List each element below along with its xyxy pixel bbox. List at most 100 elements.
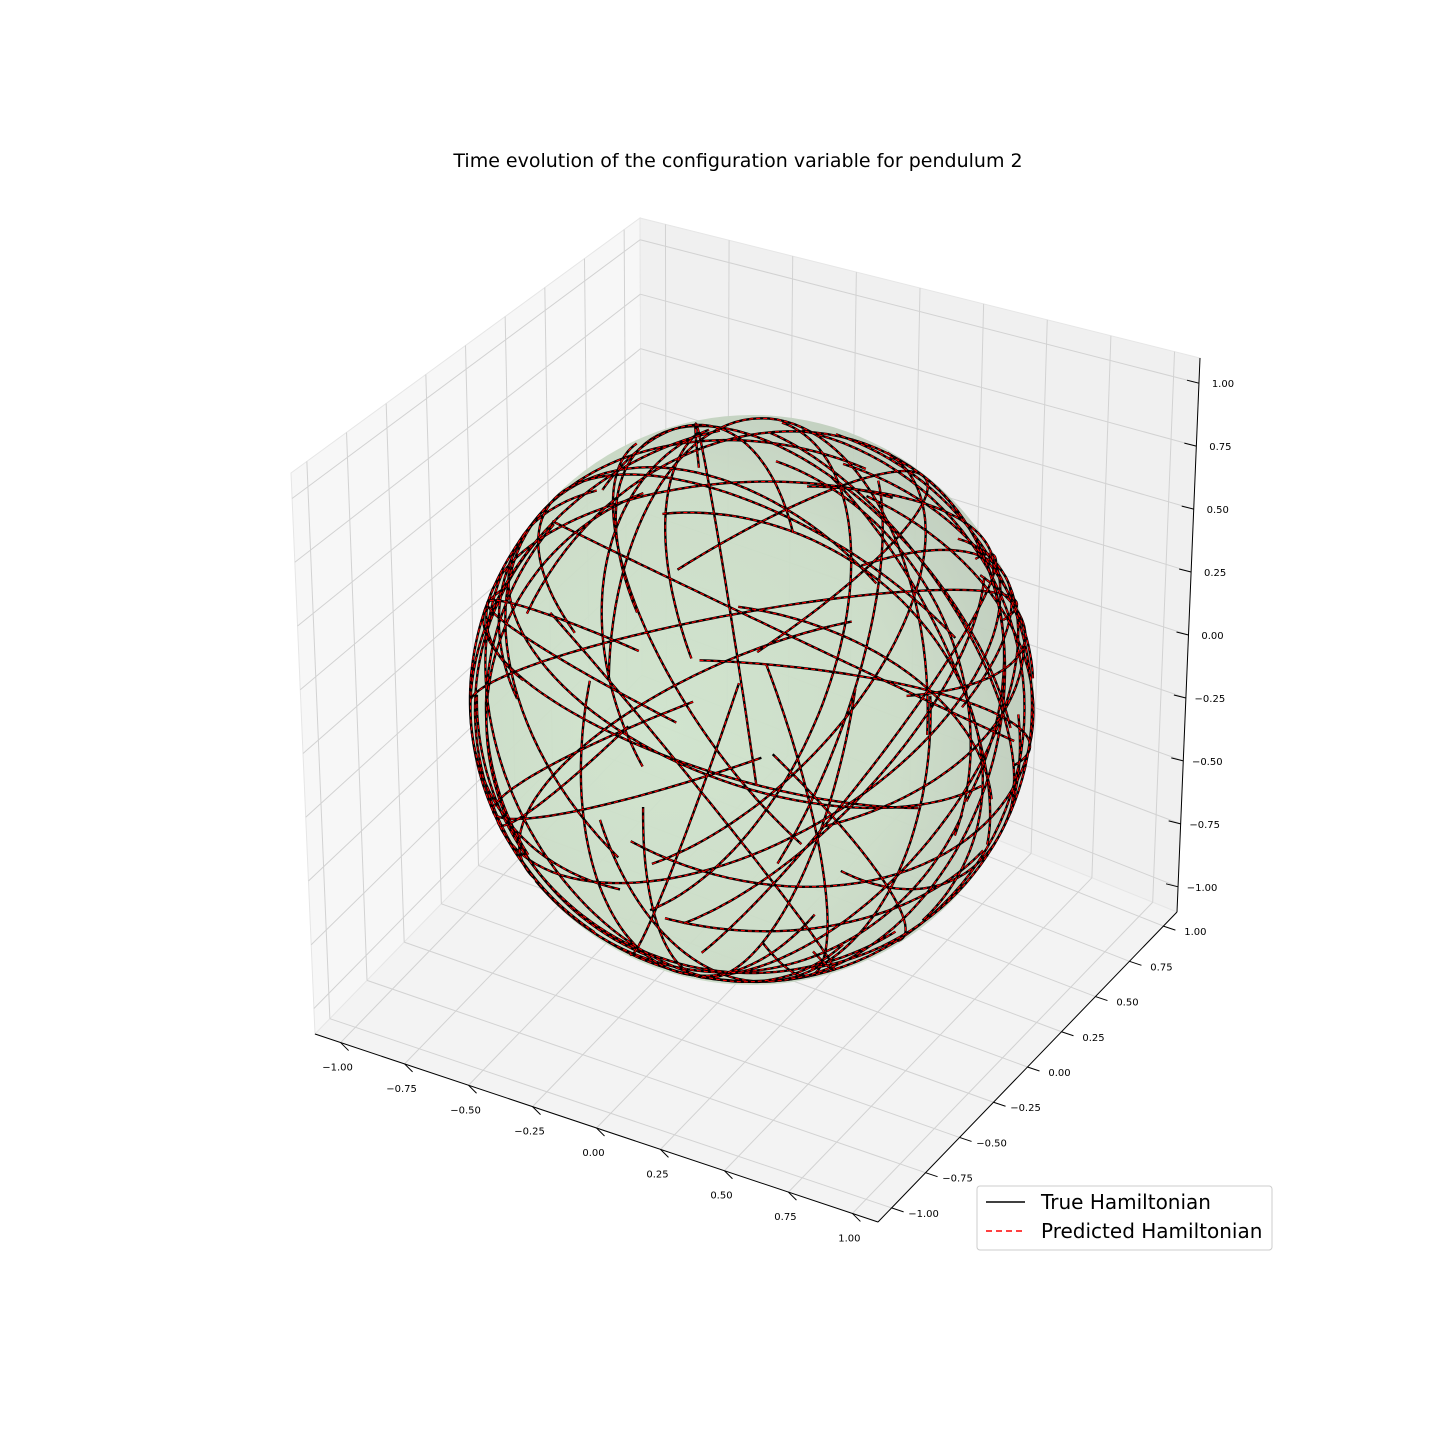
z-tick-label: −0.25 xyxy=(1195,694,1226,705)
y-tick-label: −1.00 xyxy=(908,1209,939,1220)
trajectory-predicted xyxy=(806,485,995,574)
x-tick-label: 0.50 xyxy=(710,1191,732,1202)
trajectory-predicted xyxy=(601,429,710,767)
x-tick-label: −1.00 xyxy=(322,1063,353,1074)
x-tick-label: 1.00 xyxy=(838,1233,860,1244)
grid-x-back xyxy=(1091,335,1112,878)
y-tick-mark xyxy=(891,1207,904,1213)
grid-z-left xyxy=(297,348,641,627)
x-tick-label: 0.75 xyxy=(774,1212,796,1223)
y-tick-label: −0.50 xyxy=(976,1138,1007,1149)
z-tick-mark xyxy=(1165,883,1179,888)
x-tick-label: 0.00 xyxy=(582,1148,604,1159)
y-tick-label: 0.75 xyxy=(1150,962,1172,973)
trajectory-predicted xyxy=(629,682,740,956)
trajectory-predicted xyxy=(810,433,1033,969)
trajectory-predicted xyxy=(486,599,677,724)
trajectory-predicted xyxy=(662,512,984,921)
z-tick-label: −0.50 xyxy=(1192,757,1223,768)
grid-x-back xyxy=(1030,319,1048,854)
trajectory-predicted xyxy=(504,466,877,858)
trajectory-predicted xyxy=(552,520,1015,742)
x-tick-mark xyxy=(660,1149,669,1158)
z-tick-mark xyxy=(1178,568,1192,573)
x-tick-mark xyxy=(404,1063,413,1073)
trajectory-predicted xyxy=(549,612,835,971)
trajectory-predicted xyxy=(842,463,1034,679)
trajectory-predicted xyxy=(906,574,1026,697)
grid-x-floor xyxy=(724,853,1032,1172)
trajectory-predicted xyxy=(694,422,757,785)
grid-x-floor xyxy=(788,877,1093,1193)
trajectory-true xyxy=(475,694,897,975)
y-tick-mark xyxy=(959,1136,972,1142)
trajectory-predicted xyxy=(701,553,997,954)
trajectory-predicted xyxy=(518,621,852,878)
grid-z-back xyxy=(640,348,1194,510)
y-tick-mark xyxy=(925,1172,938,1178)
grid-z-left xyxy=(299,402,642,691)
trajectory-predicted xyxy=(829,475,991,845)
trajectory-predicted xyxy=(642,688,856,979)
trajectory-predicted xyxy=(537,473,956,639)
x-tick-mark xyxy=(852,1213,861,1222)
x-tick-label: −0.50 xyxy=(450,1105,481,1116)
x-tick-label: −0.75 xyxy=(386,1084,417,1095)
y-tick-mark xyxy=(1129,960,1142,966)
grid-z-left xyxy=(291,239,641,499)
z-tick-label: 1.00 xyxy=(1212,379,1234,390)
x-axis-ticks: −1.00 −0.75 −0.50 −0.25 0.00 0.25 0.50 0.75 1.00 xyxy=(322,1042,861,1244)
trajectory-predicted xyxy=(497,726,629,827)
legend: True Hamiltonian Predicted Hamiltonian xyxy=(976,1185,1273,1251)
trajectory-true xyxy=(601,423,795,534)
z-axis-ticks: −1.00 −0.75 −0.50 −0.25 0.00 0.25 0.50 0.75 1.00 xyxy=(1165,379,1234,894)
z-tick-mark xyxy=(1176,631,1189,636)
z-tick-label: 0.75 xyxy=(1209,442,1231,453)
z-tick-mark xyxy=(1171,757,1184,762)
trajectory-true xyxy=(771,753,907,943)
trajectory-predicted xyxy=(470,589,1018,700)
trajectory-predicted xyxy=(824,646,1025,827)
y-tick-label: 0.25 xyxy=(1082,1033,1104,1044)
trajectory-predicted xyxy=(683,576,985,924)
legend-label-pred: Predicted Hamiltonian xyxy=(1041,1219,1262,1243)
y-tick-label: 1.00 xyxy=(1184,927,1206,938)
x-tick-mark xyxy=(724,1170,733,1180)
y-tick-label: 0.00 xyxy=(1048,1068,1070,1079)
x-tick-mark xyxy=(468,1084,477,1094)
grid-x-floor xyxy=(852,901,1154,1214)
x-tick-label: −0.25 xyxy=(514,1127,545,1138)
legend-box xyxy=(976,1185,1273,1251)
trajectory-predicted xyxy=(615,425,1012,729)
z-tick-label: −0.75 xyxy=(1189,820,1220,831)
z-tick-mark xyxy=(1181,505,1194,510)
grid-x-back xyxy=(1152,351,1176,903)
trajectory-predicted xyxy=(664,432,699,659)
y-tick-mark xyxy=(1061,1031,1074,1037)
y-tick-mark xyxy=(1095,996,1108,1002)
trajectory-predicted xyxy=(608,417,929,735)
trajectory-predicted xyxy=(612,443,802,845)
trajectory-predicted xyxy=(492,701,762,820)
trajectory-predicted xyxy=(770,432,1015,808)
z-tick-mark xyxy=(1168,820,1181,825)
y-tick-mark xyxy=(1027,1066,1040,1072)
y-tick-label: 0.50 xyxy=(1116,998,1138,1009)
grid-z-back xyxy=(640,293,1197,447)
grid-z-left xyxy=(294,293,641,563)
x-tick-mark xyxy=(596,1127,605,1137)
x-tick-mark xyxy=(340,1042,349,1051)
y-tick-mark xyxy=(1163,925,1176,931)
y-axis-ticks: −1.00 −0.75 −0.50 −0.25 0.00 0.25 0.50 0.75 1.00 xyxy=(891,925,1207,1220)
chart-title: Time evolution of the configuration vari… xyxy=(452,150,1022,172)
x-tick-label: 0.25 xyxy=(646,1169,668,1180)
trajectory-predicted xyxy=(484,574,844,983)
y-tick-mark xyxy=(993,1101,1006,1107)
y-tick-label: −0.75 xyxy=(942,1174,973,1185)
z-tick-mark xyxy=(1184,442,1197,447)
z-tick-label: 0.50 xyxy=(1207,505,1229,516)
trajectories xyxy=(468,417,1035,984)
legend-label-true: True Hamiltonian xyxy=(1040,1190,1211,1214)
z-tick-label: −1.00 xyxy=(1187,883,1218,894)
y-tick-label: −0.25 xyxy=(1010,1103,1041,1114)
